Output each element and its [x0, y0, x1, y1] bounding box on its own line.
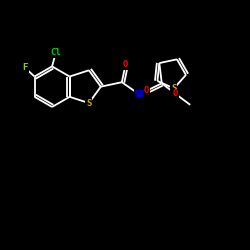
Text: Cl: Cl — [50, 48, 61, 57]
Text: S: S — [171, 84, 176, 93]
Text: O: O — [173, 89, 178, 98]
Text: F: F — [22, 64, 28, 72]
Text: S: S — [86, 98, 92, 108]
Text: NH: NH — [135, 90, 145, 99]
Text: O: O — [123, 60, 128, 69]
Text: O: O — [144, 86, 149, 95]
